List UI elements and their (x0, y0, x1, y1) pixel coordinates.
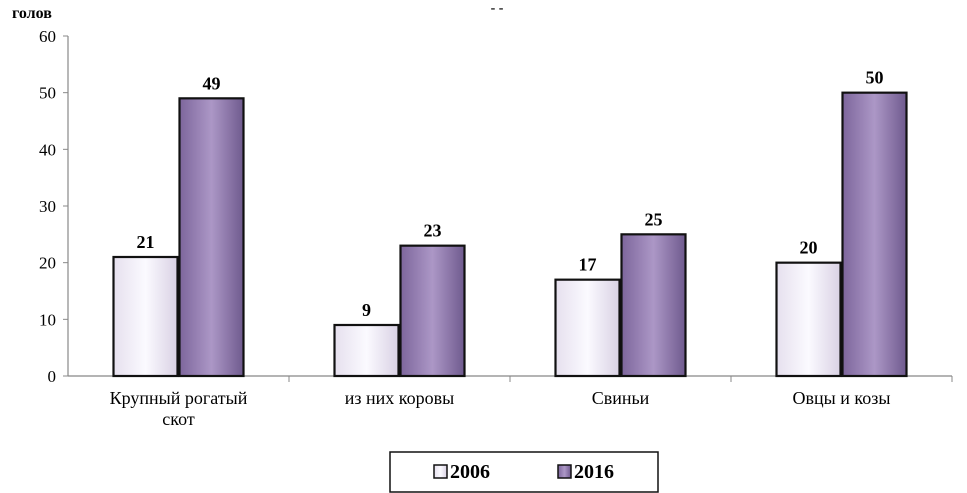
bar-2006 (554, 278, 621, 378)
legend-swatch-2006 (433, 464, 448, 479)
data-label: 9 (362, 300, 371, 320)
data-label: 17 (579, 255, 597, 275)
category-label: Свиньи (592, 388, 650, 408)
category-label: из них коровы (345, 388, 454, 408)
legend-swatch-2016 (557, 464, 572, 479)
y-tick-label: 60 (39, 27, 56, 46)
y-tick-label: 20 (39, 254, 56, 273)
chart-title: - - (491, 1, 504, 16)
category-label-line: Крупный рогатый (110, 388, 248, 408)
category-label-line: Свиньи (592, 388, 650, 408)
legend-label: 2006 (450, 461, 490, 483)
legend-label: 2016 (574, 461, 614, 483)
category-label: Крупный рогатый скот (110, 388, 248, 429)
bar-2006 (333, 323, 400, 378)
data-label: 21 (137, 232, 155, 252)
bar-2016 (620, 233, 687, 378)
category-label-line: из них коровы (345, 388, 454, 408)
y-tick-label: 10 (39, 310, 56, 329)
data-label: 25 (645, 209, 663, 229)
data-label: 50 (866, 68, 884, 88)
category-label-line: Овцы и козы (793, 388, 891, 408)
bar-2016 (399, 244, 466, 378)
y-tick-label: 50 (39, 84, 56, 103)
data-label: 49 (203, 73, 221, 93)
bar-2006 (112, 255, 179, 378)
y-tick-label: 0 (48, 367, 57, 386)
legend-box (389, 451, 659, 493)
category-label-line: скот (162, 409, 195, 429)
data-label: 20 (800, 238, 818, 258)
y-tick-label: 40 (39, 140, 56, 159)
bar-2016 (841, 91, 908, 378)
y-axis-label: голов (12, 5, 52, 22)
category-label: Овцы и козы (793, 388, 891, 408)
data-label: 23 (424, 221, 442, 241)
bar-2006 (775, 261, 842, 378)
y-tick-label: 30 (39, 197, 56, 216)
bar-2016 (178, 97, 245, 378)
